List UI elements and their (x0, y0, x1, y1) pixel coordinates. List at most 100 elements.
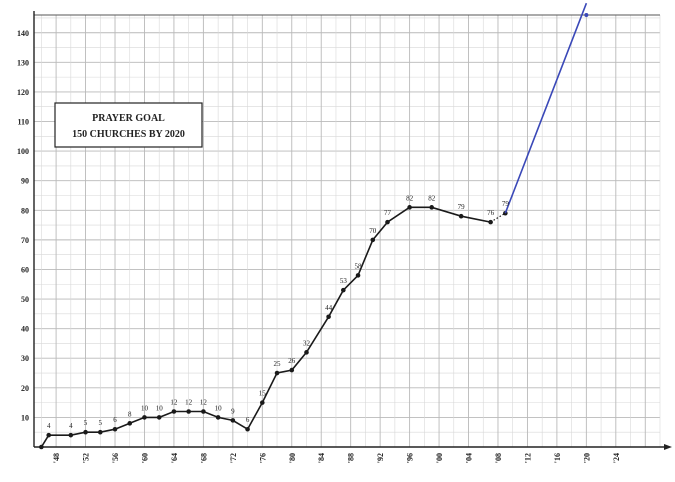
x-tick-label: '84 (317, 453, 326, 463)
x-tick-label: '64 (170, 453, 179, 463)
y-tick-label: 110 (17, 118, 29, 127)
data-point (407, 205, 412, 210)
data-point (429, 205, 434, 210)
x-tick-label: '96 (406, 453, 415, 463)
data-point (245, 426, 250, 432)
data-label: 79 (458, 203, 466, 211)
data-label: 15 (259, 390, 267, 398)
x-tick-label: '24 (612, 453, 621, 463)
y-tick-label: 40 (21, 325, 29, 334)
x-tick-label: '08 (494, 453, 503, 463)
y-tick-label: 20 (21, 384, 29, 393)
goal-point (584, 13, 589, 17)
x-tick-label: '68 (199, 453, 208, 463)
data-point (385, 219, 390, 225)
data-point (488, 219, 493, 225)
data-label: 26 (288, 357, 296, 365)
data-label: 8 (128, 410, 132, 418)
x-tick-label: '52 (82, 453, 91, 463)
series-line (504, 2, 588, 214)
data-label: 77 (384, 209, 392, 217)
data-label: 6 (246, 416, 250, 424)
data-point (83, 429, 88, 435)
data-point (215, 415, 221, 420)
data-label: 12 (170, 398, 178, 406)
data-point (171, 409, 177, 414)
annotation-box: PRAYER GOAL 150 CHURCHES BY 2020 (54, 102, 203, 148)
data-point (186, 409, 191, 414)
data-point (156, 415, 162, 420)
data-point (274, 370, 280, 376)
data-label: 5 (99, 419, 103, 427)
y-tick-label: 10 (21, 413, 29, 422)
x-tick-label: '92 (376, 453, 385, 463)
data-label: 4 (69, 422, 73, 430)
data-label: 12 (185, 398, 193, 406)
data-point (142, 415, 147, 420)
data-label: 70 (369, 227, 377, 235)
data-label: 44 (325, 304, 333, 312)
x-tick-label: '56 (111, 453, 120, 463)
x-tick-label: '76 (258, 453, 267, 463)
data-label: 10 (215, 404, 223, 412)
series-line (490, 212, 506, 223)
series-line (40, 206, 491, 448)
annotation-line-2: 150 CHURCHES BY 2020 (72, 129, 185, 140)
x-axis-arrow-icon (664, 444, 672, 450)
data-label: 79 (502, 200, 510, 208)
data-label: 25 (274, 360, 282, 368)
data-point (260, 400, 265, 405)
y-tick-label: 100 (17, 147, 29, 156)
y-tick-label: 30 (21, 354, 29, 363)
data-point (112, 426, 118, 432)
x-tick-label: '88 (347, 453, 356, 463)
data-point (230, 418, 236, 423)
data-label: 58 (355, 262, 363, 270)
data-point (458, 213, 464, 219)
data-point (370, 237, 376, 243)
y-tick-label: 120 (17, 88, 29, 97)
data-label: 6 (113, 416, 117, 424)
series (39, 2, 589, 450)
y-tick-label: 60 (21, 265, 29, 274)
y-tick-label: 140 (17, 29, 29, 38)
annotation-line-1: PRAYER GOAL (92, 113, 165, 124)
x-tick-label: '12 (523, 453, 532, 463)
data-label: 4 (47, 422, 51, 430)
data-point (341, 287, 346, 293)
data-point (289, 367, 295, 373)
data-point (97, 429, 103, 435)
data-point (46, 432, 52, 438)
x-tick-label: '48 (52, 453, 61, 463)
data-label: 12 (200, 398, 208, 406)
x-tick-label: '04 (465, 453, 474, 463)
data-point (39, 444, 44, 450)
data-label: 5 (84, 419, 88, 427)
x-tick-label: '80 (288, 453, 297, 463)
tick-labels: 10 20 30 40 50 60 70 80 90 100 110 120 130 140 '48 '52 '… (17, 29, 621, 463)
data-label: 10 (141, 404, 149, 412)
data-label: 9 (231, 407, 235, 415)
data-label: 76 (487, 209, 495, 217)
data-label: 82 (428, 194, 436, 202)
y-tick-label: 130 (17, 58, 29, 67)
x-tick-label: '16 (553, 453, 562, 463)
x-tick-label: '00 (435, 453, 444, 463)
y-tick-label: 90 (21, 177, 29, 186)
data-point (304, 350, 309, 355)
data-point (201, 409, 206, 414)
data-point (68, 432, 74, 438)
x-tick-label: '60 (140, 453, 149, 463)
data-point (355, 273, 361, 278)
y-tick-label: 70 (21, 236, 29, 245)
axes (33, 11, 672, 450)
grid (34, 15, 661, 447)
data-point (326, 314, 331, 320)
data-label: 82 (406, 194, 414, 202)
y-tick-label: 50 (21, 295, 29, 304)
x-tick-label: '72 (229, 453, 238, 463)
data-label: 53 (340, 277, 348, 285)
